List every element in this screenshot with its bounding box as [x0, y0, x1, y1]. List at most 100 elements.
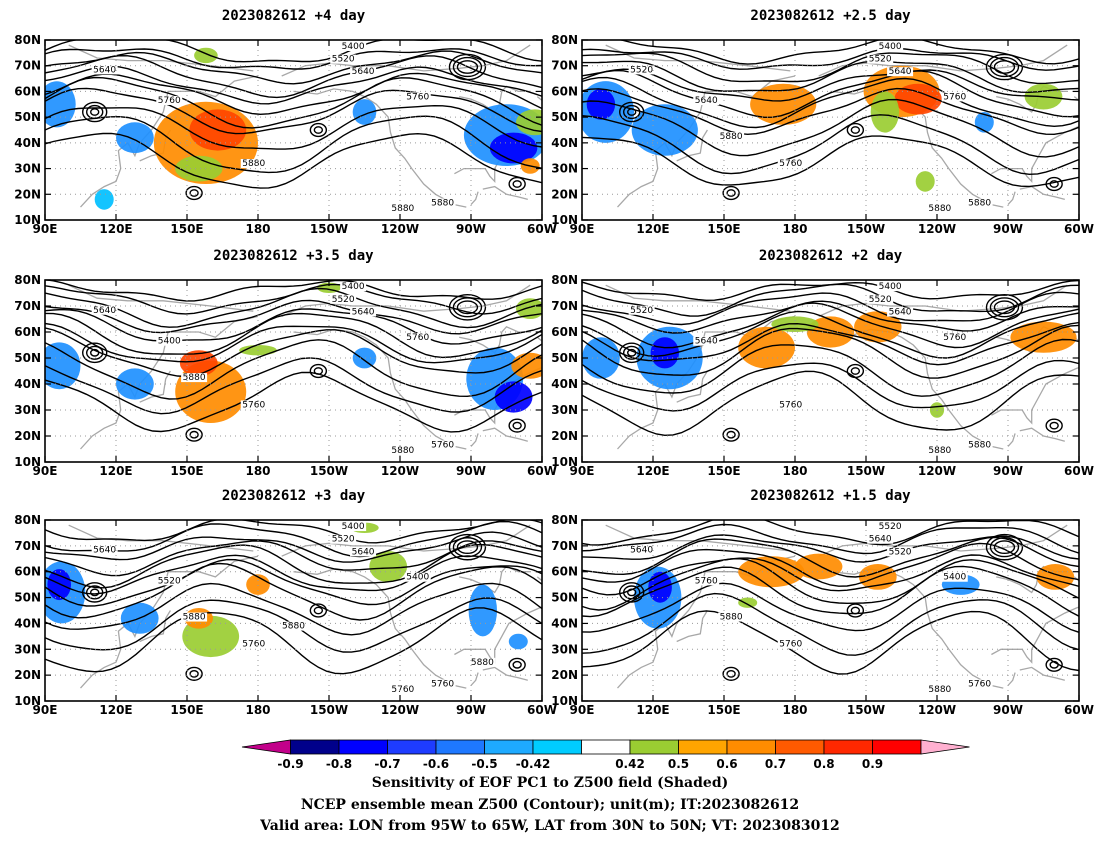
gridlines	[582, 520, 1079, 701]
closed-contour	[627, 588, 637, 597]
contour-line	[45, 554, 542, 595]
colorbar-tick-label: 0.9	[862, 757, 883, 771]
closed-contour	[726, 669, 736, 678]
contour-label: 5760	[406, 92, 429, 102]
lon-tick-label: 90W	[993, 464, 1023, 478]
contour-label: 5640	[352, 547, 375, 557]
lat-tick-label: 20N	[551, 187, 578, 201]
closed-contour	[89, 588, 100, 597]
shaded-region	[369, 551, 408, 582]
contour-label: 5520	[332, 535, 355, 545]
contour-line	[45, 287, 542, 329]
lat-tick-label: 20N	[551, 668, 578, 682]
lon-tick-label: 150E	[170, 703, 203, 717]
lon-tick-label: 60W	[1064, 703, 1094, 717]
contour-line	[582, 554, 1079, 596]
lon-tick-label: 120E	[99, 464, 132, 478]
contour-label: 5760	[242, 640, 265, 650]
closed-contour	[989, 537, 1020, 558]
contour-label: 5640	[889, 67, 912, 77]
contour-label-bg	[966, 440, 993, 450]
lat-tick-label: 60N	[551, 84, 578, 98]
map-area: 5400 5520 5640 5640 5760 5760 5880 5880 5880	[45, 40, 542, 220]
coastline-5	[991, 576, 1079, 664]
closed-contour	[512, 180, 522, 188]
contour-label: 5640	[869, 535, 892, 545]
contour-label-bg	[777, 400, 804, 410]
shaded-region	[586, 88, 616, 120]
contour-label: 5880	[720, 613, 743, 623]
contour-line	[45, 520, 542, 544]
contour-labels: 5400 5520 5640 5640 5520 5400 5760 5760 5760 5880…	[91, 522, 496, 695]
colorbar-tick-label: -0.7	[374, 757, 400, 771]
contour-label-bg	[389, 684, 416, 694]
shaded-region	[738, 597, 758, 608]
lon-tick-label: 180	[782, 222, 807, 236]
contour-line	[582, 291, 1079, 326]
closed-contour	[508, 176, 526, 192]
coastline-3	[818, 284, 1068, 317]
contour-line	[582, 610, 1079, 675]
contour-line	[45, 299, 542, 335]
lat-tick-label: 80N	[551, 513, 578, 527]
contour-label: 5640	[630, 546, 653, 556]
colorbar-tick-label: -0.42	[516, 757, 551, 771]
lat-tick-label: 50N	[551, 591, 578, 605]
map-area: 5400 5520 5640 5640 5400 5760 5760 5760 5880 5880	[45, 280, 542, 462]
contour-label-bg	[926, 445, 953, 455]
closed-contour	[81, 342, 108, 364]
lat-tick-label: 50N	[14, 591, 41, 605]
coastline-8	[1078, 45, 1079, 46]
gridlines	[582, 40, 1079, 220]
contour-line	[582, 370, 1079, 437]
closed-contour	[722, 427, 740, 442]
contour-line	[582, 135, 1079, 188]
closed-contour	[508, 418, 526, 433]
lon-tick-label: 150E	[170, 222, 203, 236]
contour-label: 5760	[943, 333, 966, 343]
closed-contour	[448, 53, 487, 81]
contour-label: 5520	[158, 576, 181, 586]
lat-tick-label: 30N	[551, 642, 578, 656]
closed-contour	[993, 540, 1016, 555]
lat-tick-label: 70N	[14, 299, 41, 313]
map-area: 5400 5520 5640 5520 5640 5760 5760 5880 5880	[582, 280, 1079, 462]
contour-line	[582, 300, 1079, 334]
coastline-7	[1019, 185, 1065, 201]
shaded-region	[352, 99, 377, 125]
caption-line-1: Sensitivity of EOF PC1 to Z500 field (Sh…	[371, 775, 729, 791]
panel-frame	[44, 519, 543, 702]
lon-tick-label: 150W	[310, 703, 348, 717]
contour-label-bg	[966, 679, 993, 689]
contour-label-bg	[91, 65, 118, 75]
lat-tick-label: 70N	[14, 539, 41, 553]
contour-label-bg	[181, 612, 208, 622]
contour-label: 5520	[869, 55, 892, 65]
lat-tick-label: 60N	[14, 565, 41, 579]
shaded-region	[750, 83, 817, 125]
contour-line	[582, 114, 1079, 176]
coastline-8	[1078, 285, 1079, 286]
contour-line	[45, 339, 542, 400]
contour-line	[45, 558, 542, 607]
lon-tick-label: 60W	[1064, 222, 1094, 236]
contour-line	[582, 338, 1079, 397]
lat-tick-label: 20N	[14, 187, 41, 201]
closed-contour	[452, 297, 483, 318]
colorbar-segment	[290, 739, 340, 755]
colorbar-segment	[532, 739, 582, 755]
lon-tick-label: 120E	[99, 703, 132, 717]
contour-label: 5880	[928, 204, 951, 214]
contour-label: 5400	[943, 573, 966, 583]
lon-tick-label: 90W	[456, 222, 486, 236]
contour-label-bg	[777, 159, 804, 168]
lon-tick-label: 150W	[310, 222, 348, 236]
lat-tick-label: 10N	[551, 213, 578, 227]
colorbar-segment	[338, 739, 388, 755]
lat-tick-label: 10N	[551, 455, 578, 469]
closed-contour	[989, 56, 1020, 78]
contour-label: 5880	[928, 446, 951, 456]
contour-label: 5400	[879, 282, 902, 292]
map-area: 5400 5520 5640 5520 5640 5760 5760 5880 5880 5880	[582, 40, 1079, 220]
